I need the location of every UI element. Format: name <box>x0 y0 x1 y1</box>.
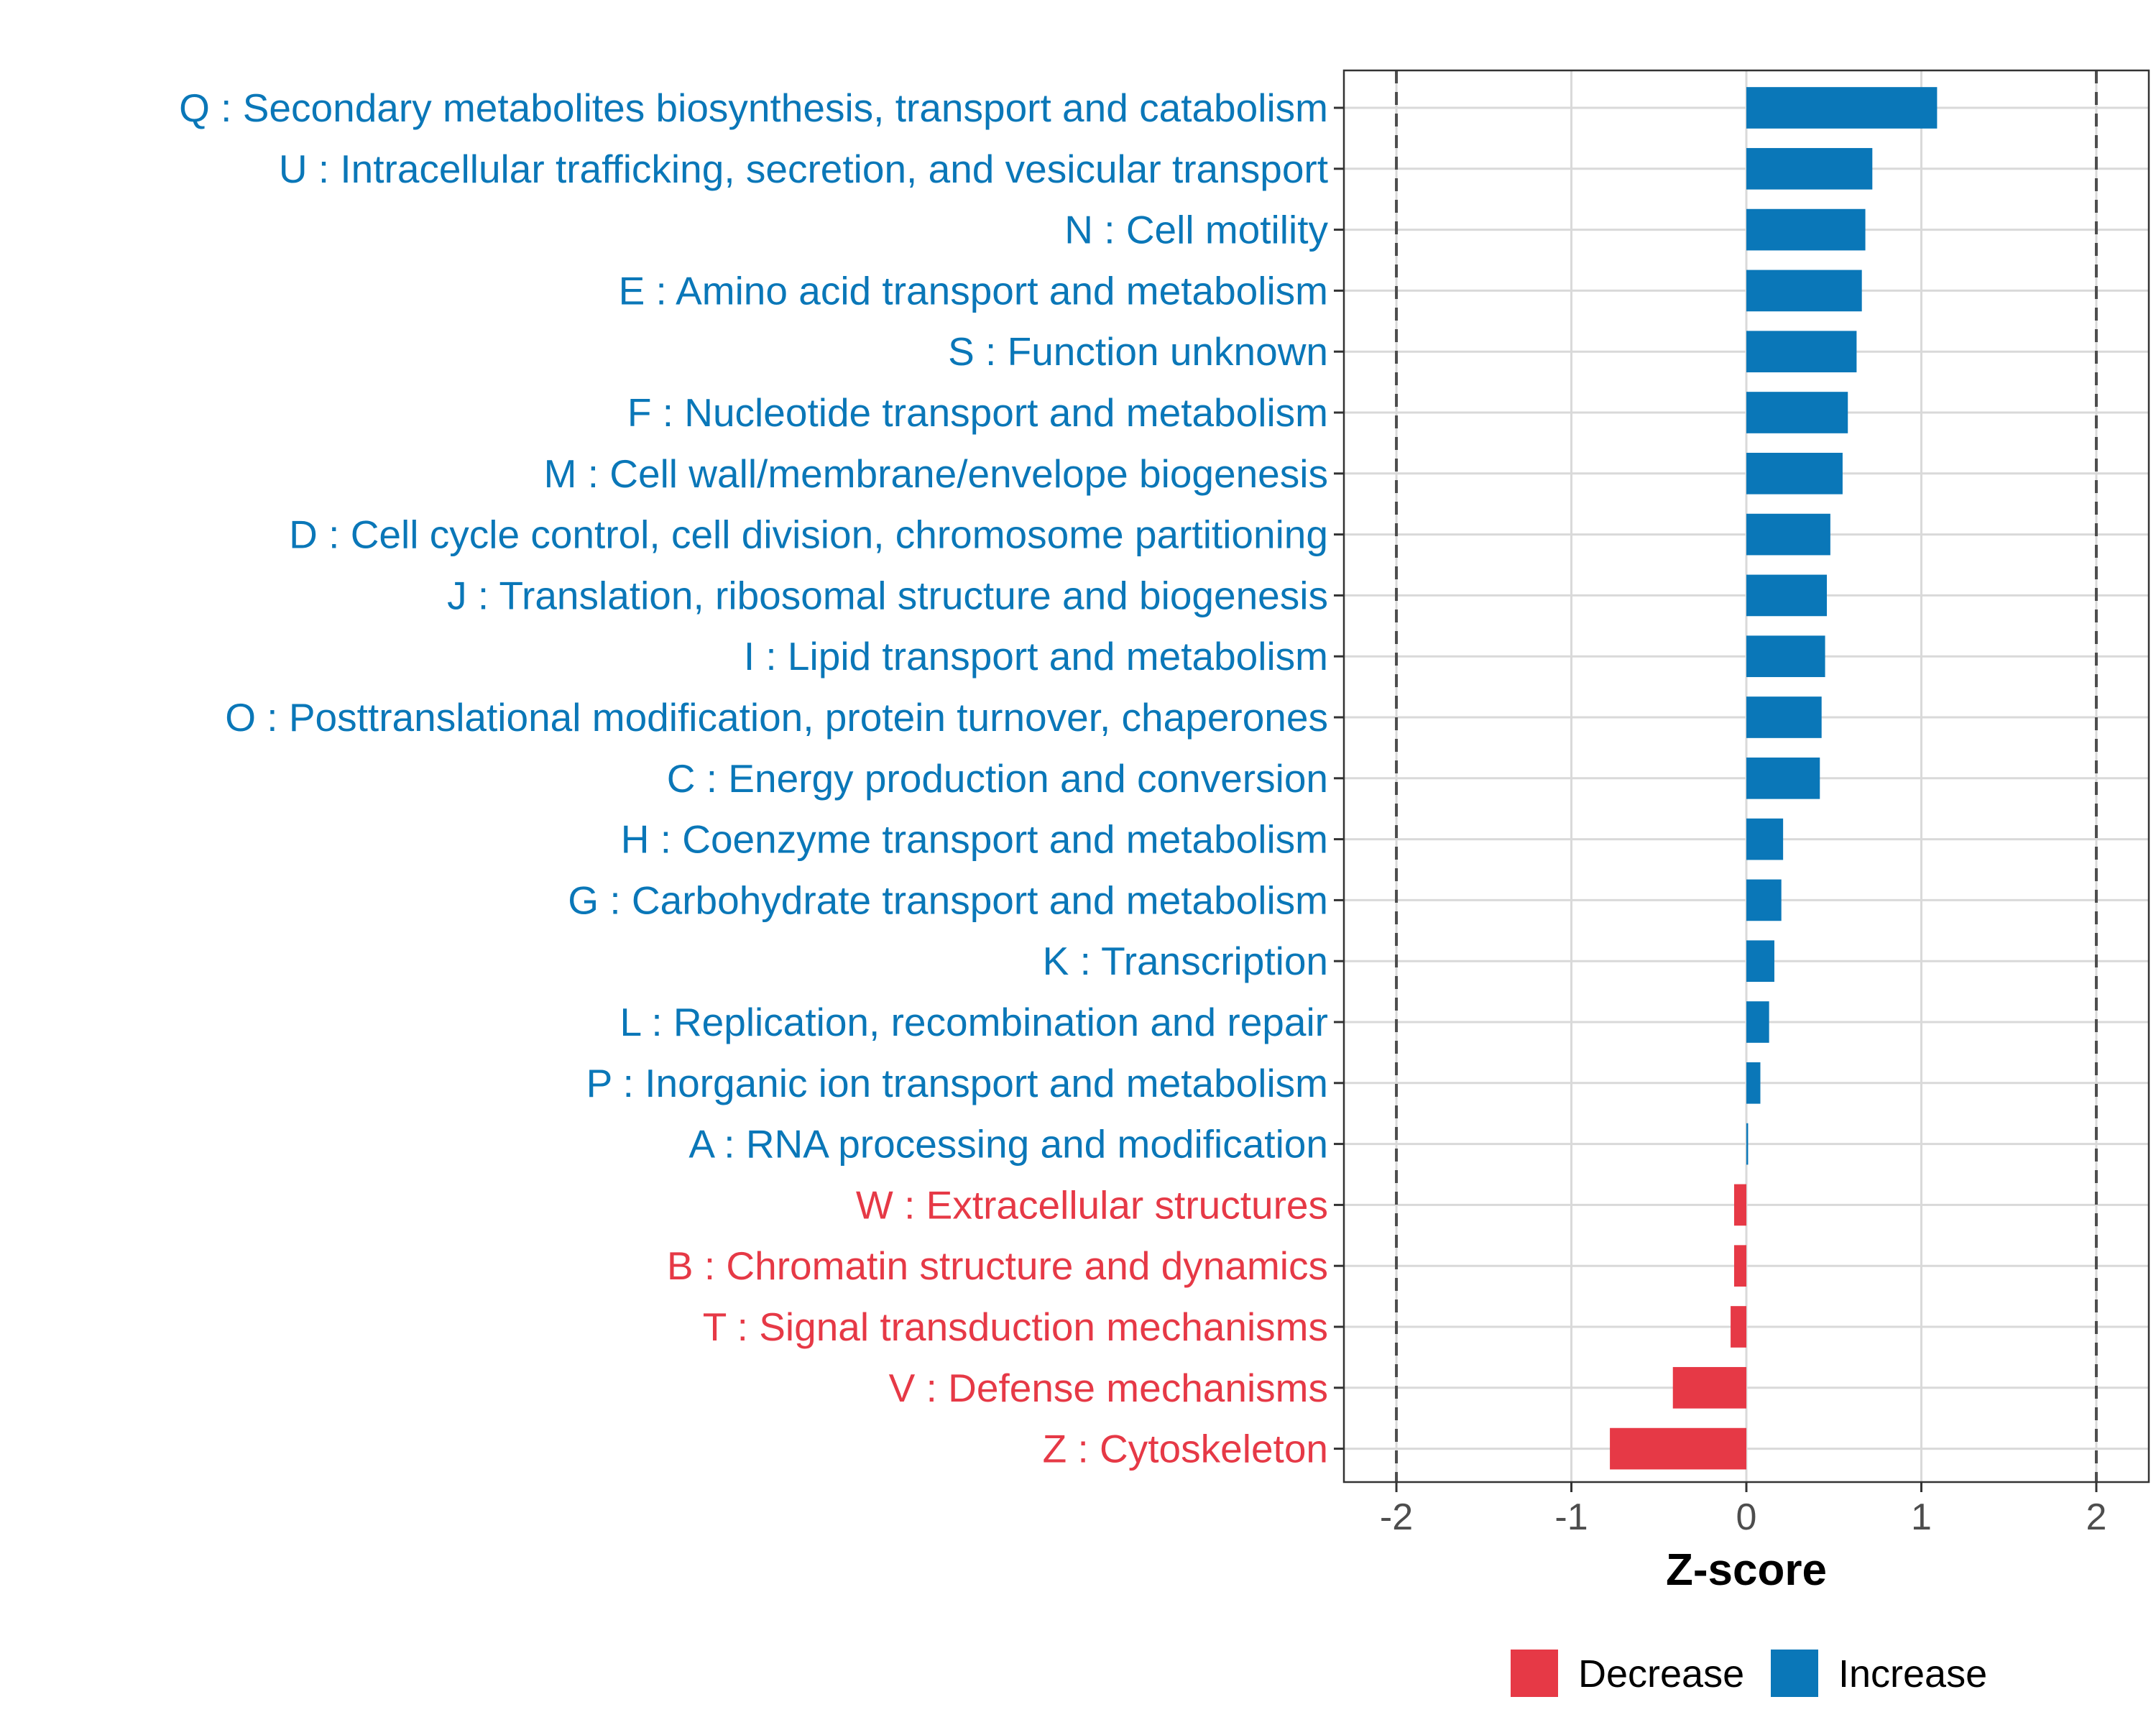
bar <box>1610 1427 1746 1470</box>
y-tick-label: L : Replication, recombination and repai… <box>620 1000 1328 1044</box>
x-tick-label: -1 <box>1554 1496 1588 1538</box>
bar <box>1746 879 1782 921</box>
y-tick-label: B : Chromatin structure and dynamics <box>667 1243 1328 1288</box>
bar <box>1746 87 1938 129</box>
x-axis-ticks <box>1395 1482 2098 1492</box>
y-tick-label: C : Energy production and conversion <box>667 756 1328 801</box>
legend-key-decrease <box>1511 1650 1558 1697</box>
y-tick-label: U : Intracellular trafficking, secretion… <box>279 147 1328 191</box>
bar <box>1746 818 1784 860</box>
y-tick-label: N : Cell motility <box>1064 208 1328 252</box>
bar <box>1746 208 1866 251</box>
y-tick-label: T : Signal transduction mechanisms <box>703 1305 1328 1349</box>
y-tick-label: W : Extracellular structures <box>856 1182 1328 1227</box>
bar <box>1746 940 1774 983</box>
y-tick-label: K : Transcription <box>1043 939 1328 983</box>
legend-key-increase <box>1771 1650 1818 1697</box>
bars <box>1610 87 1938 1470</box>
bar <box>1672 1366 1746 1409</box>
bar <box>1746 331 1857 373</box>
bar <box>1746 1062 1761 1104</box>
y-tick-label: I : Lipid transport and metabolism <box>744 634 1328 678</box>
bar <box>1746 147 1873 190</box>
bar <box>1731 1306 1746 1348</box>
bar <box>1746 1001 1769 1043</box>
x-axis-labels: -2 -1 0 1 2 <box>1380 1496 2106 1538</box>
y-tick-label: O : Posttranslational modification, prot… <box>225 695 1328 740</box>
y-tick-label: J : Translation, ribosomal structure and… <box>447 573 1328 617</box>
bar <box>1746 1123 1749 1165</box>
y-axis-labels: Q : Secondary metabolites biosynthesis, … <box>179 86 1328 1471</box>
y-tick-label: H : Coenzyme transport and metabolism <box>621 817 1328 862</box>
bar <box>1746 392 1848 433</box>
y-tick-label: V : Defense mechanisms <box>889 1366 1328 1410</box>
y-tick-label: P : Inorganic ion transport and metaboli… <box>586 1061 1328 1105</box>
y-tick-label: Z : Cytoskeleton <box>1043 1427 1328 1471</box>
y-tick-label: M : Cell wall/membrane/envelope biogenes… <box>544 451 1328 496</box>
y-tick-label: G : Carbohydrate transport and metabolis… <box>568 878 1328 922</box>
y-axis-ticks <box>1334 106 1344 1450</box>
bar <box>1746 635 1825 678</box>
x-tick-label: 0 <box>1736 1496 1757 1538</box>
bar <box>1746 270 1862 312</box>
x-tick-label: 1 <box>1911 1496 1932 1538</box>
threshold-lines <box>1395 70 2098 1482</box>
legend-label-decrease: Decrease <box>1578 1652 1744 1696</box>
y-tick-label: A : RNA processing and modification <box>688 1122 1328 1167</box>
bar <box>1733 1184 1746 1226</box>
bar <box>1746 452 1843 494</box>
legend-label-increase: Increase <box>1838 1652 1987 1696</box>
bar <box>1746 757 1820 799</box>
bar <box>1746 513 1830 556</box>
y-tick-label: E : Amino acid transport and metabolism <box>619 268 1328 313</box>
y-tick-label: F : Nucleotide transport and metabolism <box>627 390 1328 435</box>
y-tick-label: D : Cell cycle control, cell division, c… <box>289 512 1328 557</box>
x-axis-title: Z-score <box>1666 1545 1827 1595</box>
bar <box>1746 696 1822 738</box>
x-tick-label: 2 <box>2086 1496 2106 1538</box>
bar <box>1733 1245 1746 1287</box>
bar <box>1746 574 1827 617</box>
x-tick-label: -2 <box>1380 1496 1413 1538</box>
y-tick-label: S : Function unknown <box>948 329 1328 374</box>
legend: Decrease Increase <box>1511 1650 1987 1697</box>
y-tick-label: Q : Secondary metabolites biosynthesis, … <box>179 86 1328 130</box>
